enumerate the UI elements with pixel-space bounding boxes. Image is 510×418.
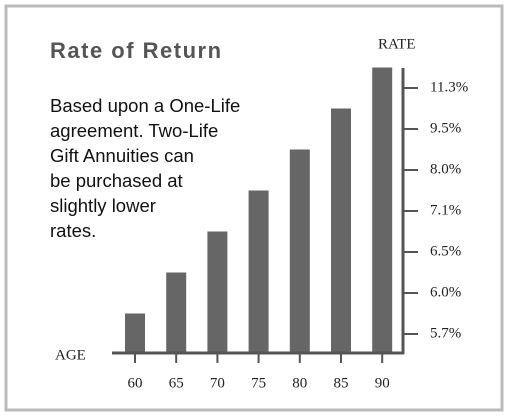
x-tick-label: 80 <box>292 375 307 391</box>
annotation: agreement. Two-Life <box>50 120 218 141</box>
y-tick-label: 6.5% <box>430 243 461 259</box>
chart-title: Rate of Return <box>50 38 223 63</box>
x-tick-label: 70 <box>210 375 225 391</box>
y-axis-label: RATE <box>378 36 416 52</box>
bar <box>289 149 310 352</box>
x-tick-label: 65 <box>169 375 184 391</box>
bar <box>248 190 269 352</box>
y-tick-label: 7.1% <box>430 202 461 218</box>
bar <box>166 272 187 352</box>
bar <box>331 108 351 352</box>
bar <box>372 67 393 352</box>
y-tick-label: 11.3% <box>430 79 468 95</box>
x-tick-label: 85 <box>334 375 349 391</box>
y-tick-label: 8.0% <box>430 161 461 177</box>
annotation: Based upon a One-Life <box>50 95 240 116</box>
annotation: slightly lower <box>50 195 156 216</box>
y-tick-label: 6.0% <box>430 284 461 300</box>
annotation: be purchased at <box>50 170 183 191</box>
x-tick-label: 75 <box>251 375 266 391</box>
annotation: rates. <box>50 220 96 241</box>
y-tick-label: 9.5% <box>430 120 461 136</box>
x-axis-label: AGE <box>55 347 86 363</box>
y-tick-label: 5.7% <box>430 325 461 341</box>
annotation: Gift Annuities can <box>50 145 194 166</box>
bar <box>125 313 145 352</box>
x-tick-label: 60 <box>128 375 143 391</box>
bar <box>207 231 228 352</box>
x-tick-label: 90 <box>375 375 390 391</box>
